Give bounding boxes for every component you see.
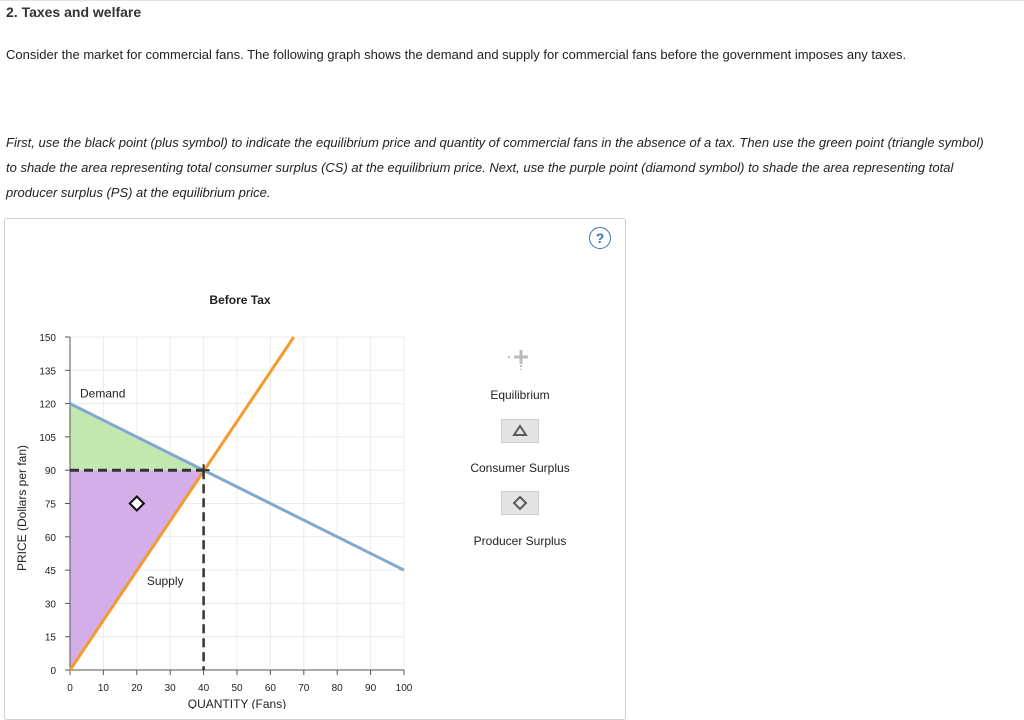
equilibrium-point[interactable] [197, 464, 210, 477]
supply-curve [68, 336, 296, 671]
intro-text: Consider the market for commercial fans.… [6, 47, 907, 62]
y-tick-label-0: 0 [50, 666, 56, 677]
x-tick-label-70: 70 [298, 683, 310, 694]
equilibrium-tool[interactable] [500, 344, 540, 374]
demand-curve [69, 402, 405, 572]
x-tick-label-0: 0 [67, 683, 73, 694]
y-tick-label-105: 105 [39, 433, 56, 444]
x-tick-label-100: 100 [396, 683, 413, 694]
producer-surplus-marker[interactable] [128, 495, 146, 512]
diamond-icon [512, 495, 528, 511]
triangle-icon [512, 424, 528, 436]
y-tick-label-90: 90 [45, 466, 57, 477]
equilibrium-tool-label: Equilibrium [490, 388, 550, 402]
y-tick-label-75: 75 [45, 500, 57, 511]
supply-label: Supply [147, 574, 184, 588]
y-tick-label-120: 120 [39, 400, 56, 411]
producer-surplus-tool-label: Producer Surplus [473, 534, 567, 548]
consumer-surplus-tool-label: Consumer Surplus [470, 461, 570, 475]
y-tick-label-150: 150 [39, 333, 56, 344]
y-tick-label-45: 45 [45, 566, 57, 577]
x-tick-label-20: 20 [131, 683, 143, 694]
producer-surplus-tool[interactable] [501, 491, 539, 515]
y-tick-label-135: 135 [39, 366, 56, 377]
x-tick-label-30: 30 [165, 683, 177, 694]
y-axis-label: PRICE (Dollars per fan) [15, 445, 29, 571]
y-tick-label-60: 60 [45, 533, 57, 544]
section-title: 2. Taxes and welfare [6, 4, 142, 20]
x-tick-label-10: 10 [98, 683, 110, 694]
x-tick-label-60: 60 [265, 683, 277, 694]
x-tick-label-90: 90 [365, 683, 377, 694]
consumer-surplus-tool[interactable] [501, 419, 539, 443]
chart-title: Before Tax [209, 293, 270, 307]
help-button[interactable]: ? [589, 227, 611, 249]
y-tick-label-15: 15 [45, 633, 57, 644]
x-tick-label-40: 40 [198, 683, 210, 694]
x-axis-label: QUANTITY (Fans) [188, 697, 286, 709]
instructions-text: First, use the black point (plus symbol)… [6, 135, 984, 200]
top-rule [0, 0, 1024, 1]
x-tick-label-80: 80 [332, 683, 344, 694]
demand-label: Demand [80, 387, 125, 401]
y-tick-label-30: 30 [45, 599, 57, 610]
x-tick-label-50: 50 [231, 683, 243, 694]
plus-icon [508, 350, 528, 370]
